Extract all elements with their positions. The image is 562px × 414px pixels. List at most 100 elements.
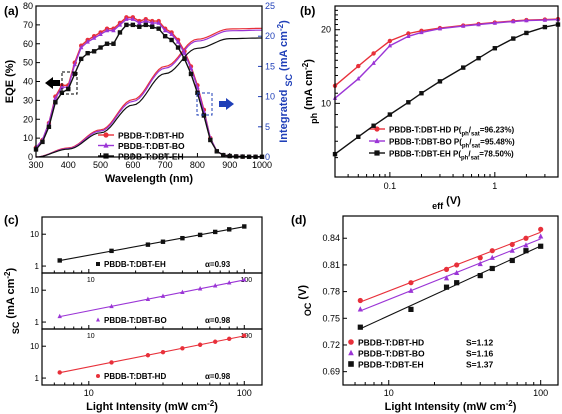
jsc-point-triangle — [212, 283, 218, 288]
voc-point-circle — [489, 248, 495, 254]
jph-point-square — [476, 55, 481, 61]
eqe-point-square — [175, 45, 181, 50]
eqe-point-square — [124, 22, 129, 28]
eqe-point-square — [72, 71, 77, 77]
eqe-point-triangle — [124, 16, 129, 21]
y-right-tick-label-a: 10 — [265, 92, 275, 102]
voc-point-triangle — [408, 287, 414, 293]
y-tick-label-d: 0.72 — [322, 340, 340, 350]
y-tick-label-a: 0 — [28, 152, 33, 162]
y-tick-label-d: 0.78 — [322, 287, 340, 297]
eqe-point-square — [46, 124, 52, 129]
arrow-left-icon — [45, 77, 60, 89]
x-tick-label-c-inner: 10 — [87, 333, 95, 340]
x-tick-label-c-inner: 100 — [240, 333, 252, 340]
eqe-point-triangle — [162, 27, 168, 33]
eqe-point-triangle — [137, 20, 142, 25]
legend-marker-c — [96, 262, 100, 266]
y-right-axis-label-a: Integrated JSC (mA cm-2) — [276, 20, 295, 143]
voc-point-circle — [454, 262, 460, 268]
jsc-point-triangle — [180, 289, 185, 294]
eqe-point-triangle — [85, 39, 90, 44]
slope-text-d: S=1.37 KT/q — [466, 360, 493, 370]
jsc-point-square — [197, 232, 203, 238]
eqe-point-triangle — [130, 16, 136, 21]
voc-point-circle — [443, 266, 450, 272]
alpha-text-c: α=0.93 — [205, 260, 231, 269]
jph-point-square — [542, 24, 548, 30]
jph-point-triangle — [356, 76, 361, 81]
integrated-jsc-line-triangle — [35, 29, 262, 158]
y-tick-label-a: 20 — [23, 114, 33, 124]
eqe-point-triangle — [150, 20, 155, 25]
voc-point-circle — [509, 241, 515, 248]
x-tick-label-a: 400 — [61, 160, 76, 170]
jph-point-triangle — [387, 43, 393, 48]
jsc-point-square — [180, 235, 185, 241]
x-tick-label-c: 100 — [237, 388, 252, 398]
jsc-point-square — [109, 248, 114, 254]
jph-point-circle — [406, 31, 411, 36]
legend-marker-d — [348, 361, 354, 367]
eqe-point-triangle — [72, 61, 77, 67]
jsc-point-triangle — [197, 286, 203, 291]
legend-marker-c — [96, 374, 100, 378]
legend-marker-a — [103, 142, 109, 148]
x-tick-label-c-inner: 100 — [240, 277, 252, 284]
jsc-point-circle — [212, 339, 218, 344]
jsc-point-circle — [145, 353, 151, 358]
eqe-point-square — [227, 153, 232, 159]
voc-point-square — [489, 265, 495, 272]
jph-point-triangle — [406, 33, 411, 38]
eqe-point-square — [150, 24, 155, 29]
eqe-point-square — [66, 86, 71, 92]
jsc-point-circle — [227, 336, 232, 342]
panel-d: (d) 10 100 0.69 0.72 0.75 0.78 0.81 0.84 Light In… — [291, 213, 559, 413]
jsc-point-circle — [109, 360, 114, 365]
eqe-point-square — [98, 45, 103, 50]
jsc-point-triangle — [242, 277, 247, 282]
x-axis-label-a: Wavelength (nm) — [105, 173, 194, 185]
y-tick-label-d: 0.84 — [322, 233, 340, 243]
jph-line-triangle — [334, 18, 559, 99]
jph-point-square — [406, 100, 411, 105]
jph-point-triangle — [542, 17, 548, 22]
y-tick-label-c: 1 — [35, 318, 40, 327]
eqe-point-square — [188, 71, 194, 77]
eqe-point-triangle — [98, 31, 103, 37]
x-tick-label-a: 900 — [222, 160, 237, 170]
y-tick-label-c: 1 — [35, 374, 40, 383]
eqe-point-square — [143, 22, 148, 28]
jsc-point-circle — [160, 349, 166, 355]
jsc-point-circle — [242, 333, 247, 338]
panel-c: (c) 1 10 10 100 PBDB-T:DBT-EH α=0.93 1 10 10 100 PB… — [3, 213, 263, 413]
plot-frame-d — [342, 215, 559, 386]
voc-point-circle — [538, 226, 544, 232]
x-axis-label-b: Veff (V) — [432, 195, 461, 211]
y-tick-label-a: 10 — [23, 133, 33, 143]
voc-point-square — [538, 243, 544, 249]
jsc-point-triangle — [160, 293, 166, 298]
y-axis-label-b: Jph (mA cm-2) — [301, 59, 320, 124]
jph-point-square — [371, 123, 376, 128]
eqe-point-square — [111, 41, 116, 46]
arrow-right-icon — [219, 98, 234, 110]
eqe-point-triangle — [175, 39, 181, 44]
eqe-point-triangle — [156, 20, 161, 25]
jsc-point-square — [242, 224, 247, 229]
y-axis-label-a: EQE (%) — [4, 59, 16, 103]
x-tick-label-a: 700 — [158, 160, 173, 170]
y-tick-label-a: 40 — [23, 77, 33, 87]
panel-label-a: (a) — [4, 4, 19, 18]
jph-line-square — [334, 23, 559, 155]
eqe-point-triangle — [143, 18, 148, 23]
voc-point-square — [477, 272, 483, 279]
fit-line-d — [360, 238, 541, 312]
voc-point-square — [523, 248, 529, 254]
annotation-box-right — [196, 92, 213, 116]
y-tick-label-b: 10 — [321, 98, 331, 108]
x-axis-label-c: Light Intensity (mW cm-2) — [86, 399, 218, 414]
jsc-point-square — [160, 239, 166, 244]
slope-text-d: S=1.16 KT/q — [466, 349, 493, 359]
